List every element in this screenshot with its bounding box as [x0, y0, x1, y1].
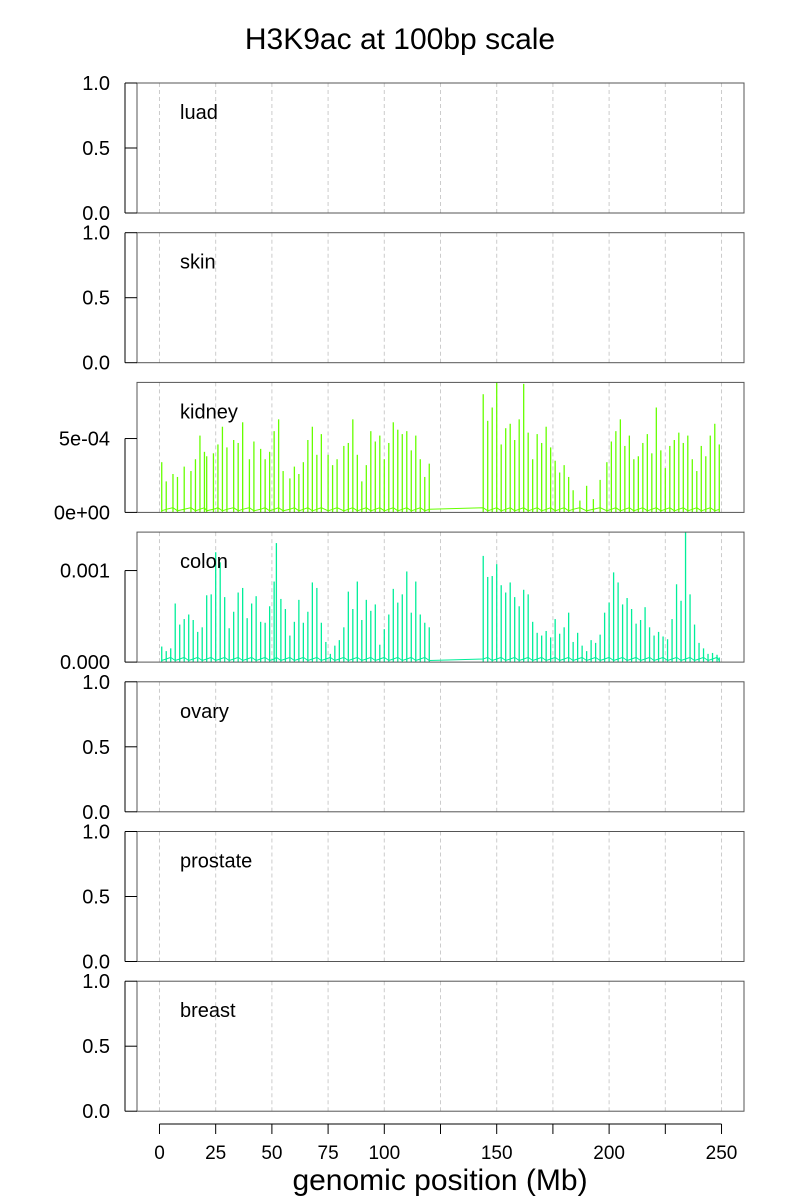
panel-label: prostate: [180, 851, 252, 873]
y-tick-label: 0.0: [82, 353, 110, 375]
y-tick-label: 0.0: [82, 952, 110, 974]
panel-colon: 0.000 0.001 colon: [60, 531, 745, 674]
y-tick-label: 1.0: [82, 672, 110, 694]
panel-label: luad: [180, 102, 218, 124]
baseline-signal: [161, 507, 720, 512]
x-tick-label: 50: [261, 1143, 282, 1164]
y-tick-label: 5e-04: [59, 429, 110, 451]
x-axis: 0 25 50 75 100 150 200 250: [154, 1123, 738, 1164]
x-tick-label: 0: [154, 1143, 165, 1164]
panel-label: kidney: [180, 401, 238, 423]
y-tick-label: 0.001: [60, 561, 110, 583]
panel-kidney: 0e+00 5e-04 kidney: [54, 381, 745, 524]
y-tick-label: 0.000: [60, 652, 110, 674]
panel-stack: 0.0 0.5 1.0 luad 0.0 0.5 1.0 skin 0e+00 5e-04 kidn…: [54, 73, 745, 1123]
x-tick-label: 100: [368, 1143, 400, 1164]
x-axis-label: genomic position (Mb): [292, 1164, 587, 1197]
y-tick-label: 0.0: [82, 802, 110, 824]
panel-label: colon: [180, 551, 228, 573]
panel-luad: 0.0 0.5 1.0 luad: [82, 73, 745, 225]
y-tick-label: 0e+00: [54, 502, 110, 524]
y-tick-label: 0.5: [82, 138, 110, 160]
x-tick-label: 25: [205, 1143, 226, 1164]
x-tick-label: 250: [706, 1143, 738, 1164]
y-tick-label: 0.5: [82, 887, 110, 909]
y-tick-label: 1.0: [82, 971, 110, 993]
y-tick-label: 0.5: [82, 1036, 110, 1058]
y-tick-label: 1.0: [82, 822, 110, 844]
y-tick-label: 1.0: [82, 223, 110, 245]
y-tick-label: 0.5: [82, 737, 110, 759]
y-tick-label: 1.0: [82, 73, 110, 95]
baseline-signal: [161, 656, 720, 662]
panel-skin: 0.0 0.5 1.0 skin: [82, 223, 745, 375]
panel-prostate: 0.0 0.5 1.0 prostate: [82, 822, 745, 974]
panel-label: skin: [180, 252, 216, 274]
x-tick-label: 150: [481, 1143, 513, 1164]
panel-frame: [136, 531, 745, 663]
y-tick-label: 0.5: [82, 288, 110, 310]
panel-label: breast: [180, 1000, 236, 1022]
y-tick-label: 0.0: [82, 1101, 110, 1123]
panel-frame: [136, 381, 745, 513]
panel-label: ovary: [180, 701, 229, 723]
panel-breast: 0.0 0.5 1.0 breast: [82, 971, 745, 1123]
x-tick-label: 200: [593, 1143, 625, 1164]
panel-ovary: 0.0 0.5 1.0 ovary: [82, 672, 745, 824]
y-tick-label: 0.0: [82, 203, 110, 225]
x-tick-label: 75: [318, 1143, 339, 1164]
chart-title: H3K9ac at 100bp scale: [245, 23, 555, 56]
